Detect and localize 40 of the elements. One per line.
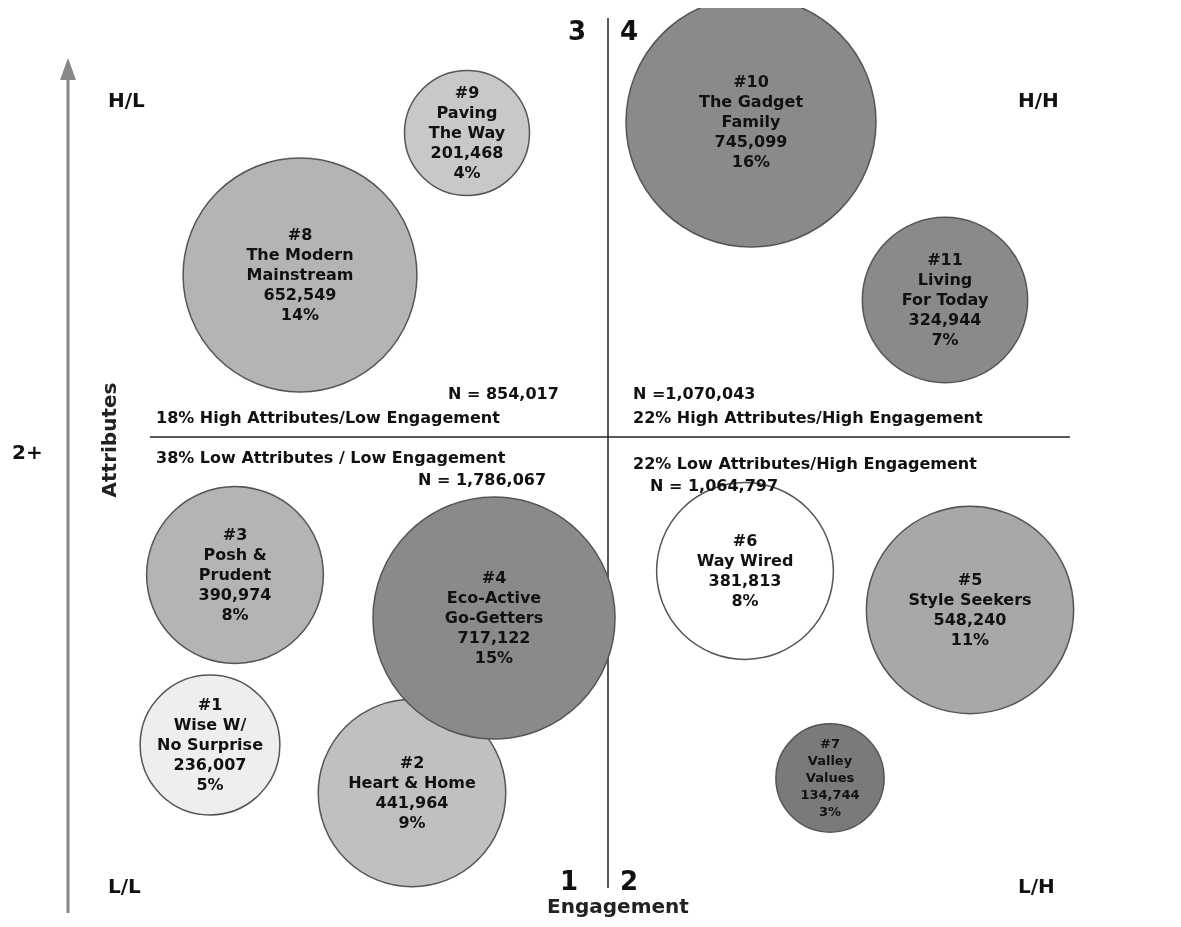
- text: N = 1,786,067: [418, 470, 547, 489]
- data-label: 9%: [398, 812, 426, 832]
- data-label: 3%: [818, 803, 842, 819]
- category-label: #11 Living For Today 324,944: [901, 249, 989, 329]
- text: 22% Low Attributes/High Engagement: [633, 454, 977, 473]
- text: 4: [620, 16, 639, 46]
- text: 2+: [12, 440, 43, 464]
- text: 22% High Attributes/High Engagement: [633, 408, 983, 427]
- data-label: 16%: [731, 151, 771, 171]
- text: H/H: [1018, 88, 1059, 112]
- text: 2: [620, 866, 639, 896]
- data-label: 8%: [731, 590, 759, 610]
- category-label: #1 Wise W/ No Surprise 236,007: [157, 694, 264, 774]
- category-label: #6 Way Wired 381,813: [696, 530, 794, 590]
- text: 1: [560, 866, 579, 896]
- category-label: #4 Eco-Active Go-Getters 717,122: [444, 567, 544, 647]
- category-label: #3 Posh & Prudent 390,974: [198, 524, 272, 604]
- data-label: 7%: [931, 329, 959, 349]
- text: Engagement: [547, 894, 690, 918]
- data-label: 8%: [221, 604, 249, 624]
- category-label: #5 Style Seekers 548,240: [908, 569, 1032, 629]
- data-label: 14%: [280, 304, 320, 324]
- data-label: 5%: [196, 774, 224, 794]
- category-label: #2 Heart & Home 441,964: [348, 752, 476, 812]
- text: N =1,070,043: [633, 384, 756, 403]
- text: L/L: [108, 874, 141, 898]
- text: H/L: [108, 88, 145, 112]
- category-label: #9 Paving The Way 201,468: [428, 82, 506, 162]
- category-label: #7 Valley Values 134,744: [800, 735, 860, 802]
- text: 3: [568, 16, 587, 46]
- data-label: 15%: [474, 647, 514, 667]
- text: 18% High Attributes/Low Engagement: [156, 408, 500, 427]
- text: 38% Low Attributes / Low Engagement: [156, 448, 506, 467]
- data-label: 4%: [453, 162, 481, 182]
- category-label: #10 The Gadget Family 745,099: [698, 71, 804, 151]
- text: N = 854,017: [448, 384, 559, 403]
- text: Attributes: [97, 382, 121, 498]
- data-label: 11%: [950, 629, 990, 649]
- category-label: #8 The Modern Mainstream 652,549: [246, 224, 354, 304]
- text: L/H: [1018, 874, 1055, 898]
